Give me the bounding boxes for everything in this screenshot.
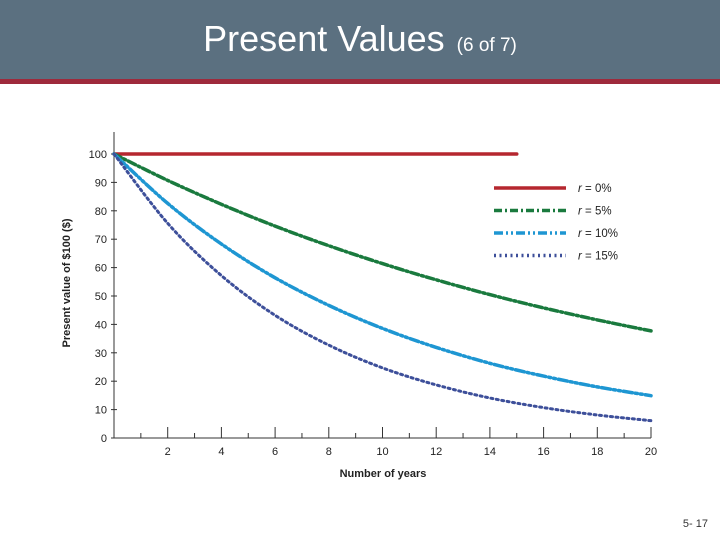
legend-label: r = 15% bbox=[578, 251, 618, 263]
x-axis-title: Number of years bbox=[340, 468, 427, 480]
x-tick-label: 8 bbox=[326, 446, 332, 458]
series-line bbox=[112, 152, 653, 423]
header-divider bbox=[0, 79, 720, 84]
legend-label: r = 0% bbox=[578, 183, 612, 195]
slide-number: 5- 17 bbox=[682, 518, 708, 530]
y-tick-label: 20 bbox=[95, 376, 107, 388]
slide-header bbox=[0, 0, 720, 79]
y-axis-title: Present value of $100 ($) bbox=[61, 218, 73, 347]
y-tick-label: 50 bbox=[95, 291, 107, 303]
x-tick-label: 18 bbox=[591, 446, 603, 458]
x-tick-label: 4 bbox=[218, 446, 224, 458]
x-tick-label: 16 bbox=[537, 446, 549, 458]
x-tick-label: 20 bbox=[645, 446, 657, 458]
y-tick-label: 30 bbox=[95, 348, 107, 360]
series-line bbox=[112, 152, 653, 398]
legend-label: r = 10% bbox=[578, 228, 618, 240]
y-tick-label: 80 bbox=[95, 206, 107, 218]
x-tick-label: 10 bbox=[376, 446, 388, 458]
y-tick-label: 40 bbox=[95, 319, 107, 331]
title-main: Present Values bbox=[203, 18, 445, 59]
legend-label: r = 5% bbox=[578, 206, 612, 218]
y-tick-label: 90 bbox=[95, 177, 107, 189]
slide-title: Present Values (6 of 7) bbox=[0, 17, 720, 68]
series-line bbox=[112, 152, 653, 333]
y-tick-label: 60 bbox=[95, 263, 107, 275]
x-tick-label: 12 bbox=[430, 446, 442, 458]
y-tick-label: 0 bbox=[101, 433, 107, 445]
x-tick-label: 6 bbox=[272, 446, 278, 458]
title-subtitle: (6 of 7) bbox=[456, 35, 517, 56]
y-tick-label: 100 bbox=[89, 149, 107, 161]
y-tick-label: 70 bbox=[95, 234, 107, 246]
x-tick-label: 14 bbox=[484, 446, 496, 458]
y-tick-label: 10 bbox=[95, 405, 107, 417]
x-tick-label: 2 bbox=[165, 446, 171, 458]
